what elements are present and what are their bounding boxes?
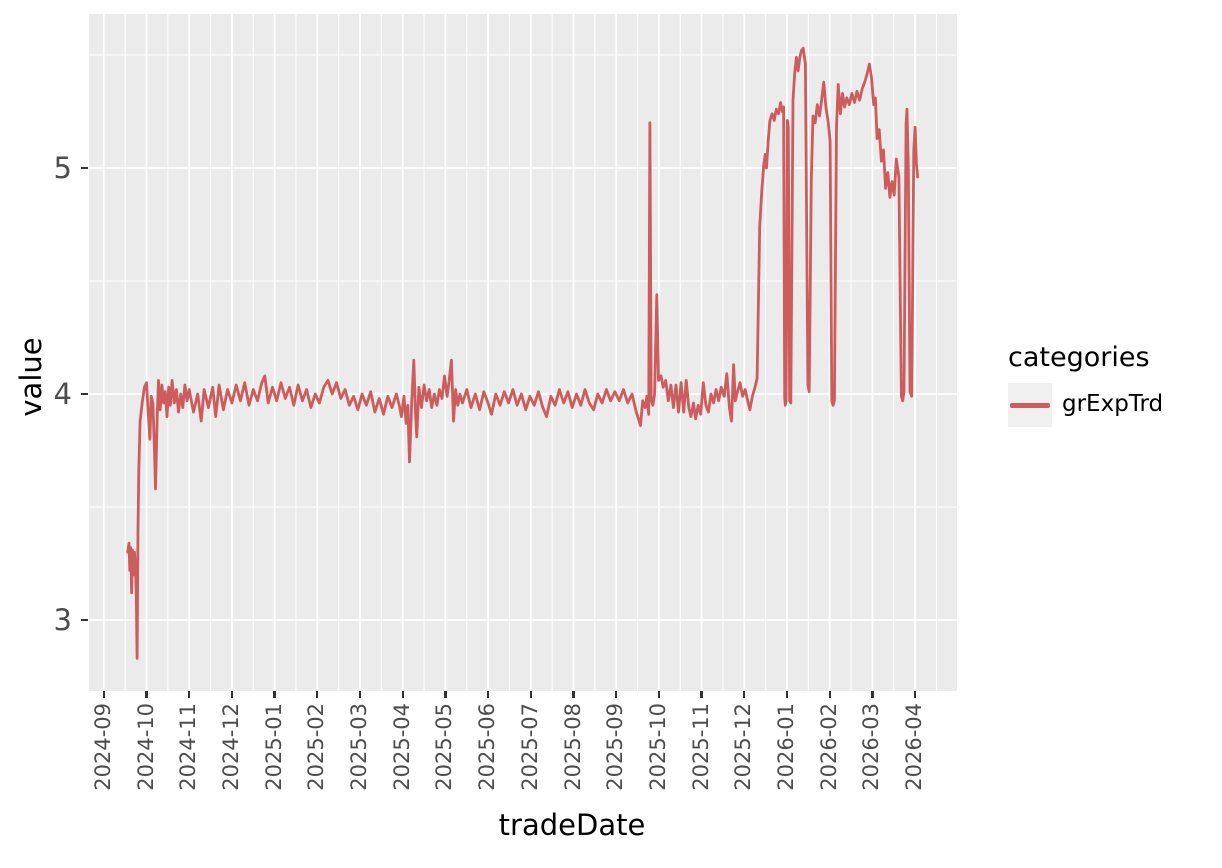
x-tick-label: 2024-12 xyxy=(218,703,243,791)
x-tick-label: 2025-06 xyxy=(475,703,500,791)
x-tick-label: 2025-02 xyxy=(304,703,329,791)
y-tick-mark xyxy=(81,392,88,396)
x-tick-label: 2026-04 xyxy=(902,703,927,791)
x-tick-mark xyxy=(358,691,362,698)
x-tick-mark xyxy=(316,691,319,698)
x-tick-label: 2024-09 xyxy=(90,703,115,791)
y-tick-label: 5 xyxy=(53,151,72,185)
x-tick-mark xyxy=(615,691,618,698)
x-tick-label: 2025-07 xyxy=(517,703,542,791)
x-tick-mark xyxy=(913,691,917,698)
x-tick-mark xyxy=(230,691,234,698)
legend-title: categories xyxy=(1008,342,1150,373)
x-tick-label: 2026-01 xyxy=(774,703,798,791)
y-tick-mark xyxy=(81,618,88,622)
x-tick-mark xyxy=(188,691,191,698)
x-tick-label: 2025-12 xyxy=(731,703,756,791)
x-tick-mark xyxy=(657,691,661,698)
legend-key-box xyxy=(1008,383,1052,427)
x-tick-mark xyxy=(145,691,148,698)
x-tick-label: 2025-11 xyxy=(688,703,713,791)
x-tick-mark xyxy=(700,691,703,698)
x-tick-label: 2025-03 xyxy=(347,703,371,791)
x-tick-label: 2025-01 xyxy=(261,703,286,791)
x-tick-mark xyxy=(871,691,874,698)
y-tick-mark xyxy=(81,166,88,170)
x-tick-mark xyxy=(828,691,831,698)
x-tick-label: 2025-04 xyxy=(389,703,414,791)
x-tick-mark xyxy=(401,691,404,698)
x-tick-mark xyxy=(572,691,575,698)
x-tick-label: 2026-02 xyxy=(816,703,841,791)
x-tick-mark xyxy=(785,691,789,698)
legend-key-line-swatch xyxy=(1010,403,1050,408)
x-tick-label: 2024-11 xyxy=(176,703,201,791)
x-tick-mark xyxy=(743,691,746,698)
series-line-grExpTrd xyxy=(126,46,920,660)
y-axis-title: value xyxy=(14,337,48,417)
x-tick-mark xyxy=(529,691,532,698)
gridlines-major xyxy=(89,14,957,691)
x-tick-mark xyxy=(102,691,105,698)
gridlines-minor xyxy=(89,14,957,691)
x-tick-label: 2026-03 xyxy=(859,703,884,791)
x-tick-label: 2025-05 xyxy=(432,703,457,791)
x-tick-label: 2025-10 xyxy=(645,703,670,791)
legend-entry-label: grExpTrd xyxy=(1062,391,1164,417)
plot-panel xyxy=(89,14,957,691)
x-tick-label: 2025-08 xyxy=(560,703,585,791)
x-tick-label: 2025-09 xyxy=(603,703,628,791)
x-tick-mark xyxy=(486,691,490,698)
y-tick-label: 3 xyxy=(53,603,72,637)
x-tick-mark xyxy=(444,691,447,698)
x-axis-title: tradeDate xyxy=(498,808,646,842)
x-tick-mark xyxy=(273,691,276,698)
plot-canvas xyxy=(89,14,957,691)
x-tick-label: 2024-10 xyxy=(133,703,158,791)
y-tick-label: 4 xyxy=(53,377,72,411)
